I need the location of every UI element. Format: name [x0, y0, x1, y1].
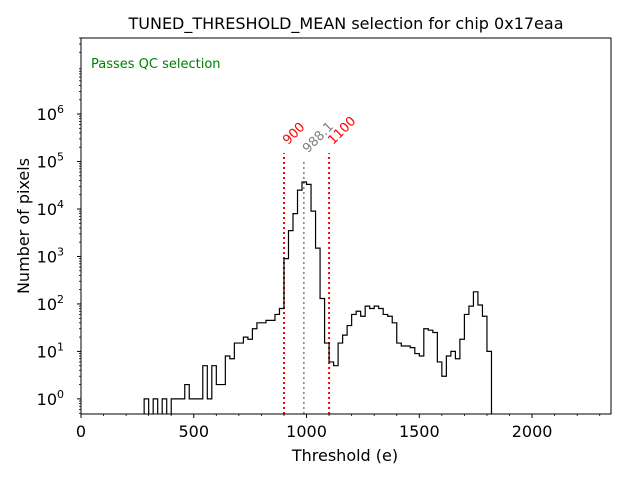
x-tick-label: 500 — [178, 422, 209, 441]
x-tick-label: 0 — [76, 422, 86, 441]
y-tick-label: 105 — [37, 151, 64, 172]
chart-title: TUNED_THRESHOLD_MEAN selection for chip … — [127, 14, 563, 34]
y-tick-label: 103 — [37, 245, 64, 266]
plot-frame — [80, 37, 612, 415]
qc-annotation: Passes QC selection — [91, 57, 221, 72]
histogram-series — [143, 181, 493, 414]
y-axis-ticks: 100 101 102 103 104 105 106 — [37, 37, 81, 414]
x-tick-label: 1000 — [286, 422, 327, 441]
y-tick-label: 101 — [37, 340, 64, 361]
y-tick-label: 106 — [37, 103, 64, 124]
x-axis-ticks: 0 500 1000 1500 2000 — [76, 414, 601, 441]
y-tick-label: 102 — [37, 293, 64, 314]
x-tick-label: 2000 — [512, 422, 553, 441]
y-axis-label: Number of pixels — [14, 158, 33, 294]
x-tick-label: 1500 — [399, 422, 440, 441]
x-axis-label: Threshold (e) — [291, 446, 398, 465]
y-tick-label: 100 — [37, 388, 64, 409]
y-tick-label: 104 — [37, 198, 64, 219]
